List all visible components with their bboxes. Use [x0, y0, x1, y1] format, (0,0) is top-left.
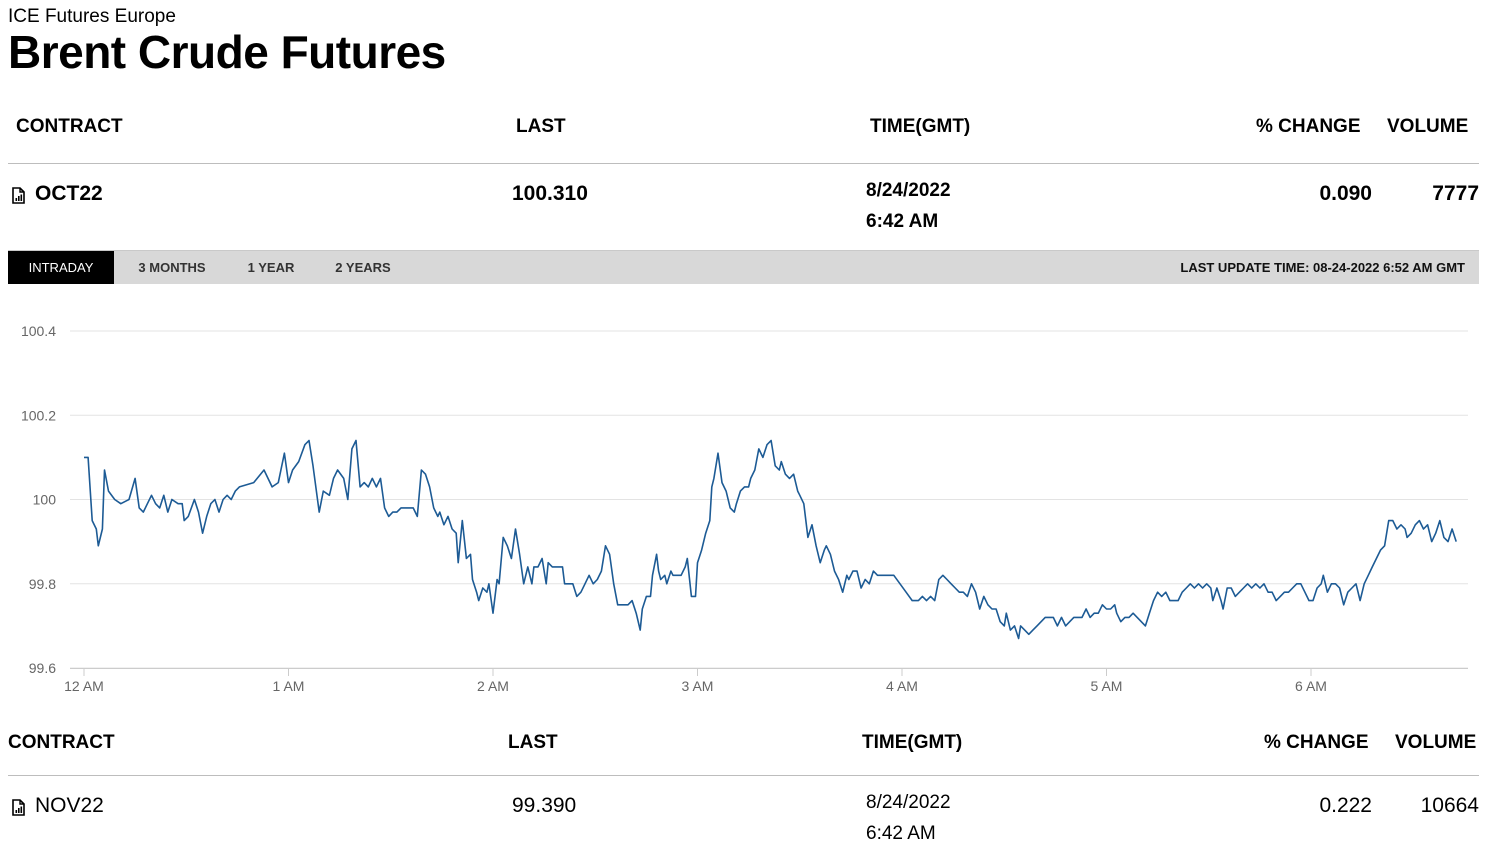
intraday-price-chart: 100.4 100.2 100 99.8 99.6 12 AM 1 AM 2 AM 3 AM 4…: [21, 323, 1468, 694]
x-tick-label: 3 AM: [682, 678, 714, 694]
document-chart-icon: [12, 799, 25, 816]
header-divider: [8, 775, 1479, 776]
x-tick-label: 6 AM: [1295, 678, 1327, 694]
tab-2-years[interactable]: 2 YEARS: [335, 260, 391, 275]
exchange-name: ICE Futures Europe: [8, 6, 176, 27]
last-update-time: LAST UPDATE TIME: 08-24-2022 6:52 AM GMT: [1180, 260, 1465, 275]
volume: 7777: [1432, 182, 1479, 205]
trade-date: 8/24/2022: [866, 792, 951, 813]
y-tick-label: 100: [33, 492, 57, 508]
percent-change: 0.090: [1319, 182, 1372, 205]
trade-time: 6:42 AM: [866, 211, 939, 232]
column-header-contract: CONTRACT: [8, 732, 115, 753]
x-tick-label: 12 AM: [64, 678, 104, 694]
column-header-change: % CHANGE: [1264, 732, 1369, 753]
percent-change: 0.222: [1319, 794, 1372, 817]
column-header-volume: VOLUME: [1387, 116, 1469, 137]
column-header-last: LAST: [516, 116, 566, 137]
x-tick-label: 2 AM: [477, 678, 509, 694]
last-price: 100.310: [512, 182, 588, 205]
x-tick-label: 1 AM: [273, 678, 305, 694]
trade-date: 8/24/2022: [866, 180, 951, 201]
column-header-time: TIME(GMT): [862, 732, 963, 753]
price-line: [84, 439, 1457, 640]
last-price: 99.390: [512, 794, 577, 817]
y-tick-label: 100.4: [21, 323, 56, 339]
page-title: Brent Crude Futures: [8, 26, 446, 78]
volume: 10664: [1420, 794, 1479, 817]
y-tick-label: 100.2: [21, 407, 56, 423]
column-header-volume: VOLUME: [1395, 732, 1477, 753]
tab-3-months[interactable]: 3 MONTHS: [138, 260, 206, 275]
tab-1-year[interactable]: 1 YEAR: [247, 260, 295, 275]
tab-intraday[interactable]: INTRADAY: [8, 251, 114, 284]
trade-time: 6:42 AM: [866, 823, 936, 844]
column-header-change: % CHANGE: [1256, 116, 1361, 137]
contract-name[interactable]: NOV22: [35, 794, 104, 817]
header-divider: [8, 163, 1479, 164]
x-tick-label: 5 AM: [1091, 678, 1123, 694]
column-header-contract: CONTRACT: [16, 116, 123, 137]
column-header-last: LAST: [508, 732, 558, 753]
document-chart-icon: [12, 187, 25, 204]
y-tick-label: 99.8: [29, 576, 56, 592]
x-tick-label: 4 AM: [886, 678, 918, 694]
contract-name[interactable]: OCT22: [35, 182, 103, 205]
chart-range-tabs: INTRADAY 3 MONTHS 1 YEAR 2 YEARS LAST UP…: [8, 250, 1479, 284]
column-header-time: TIME(GMT): [870, 116, 971, 137]
y-tick-label: 99.6: [29, 660, 56, 676]
